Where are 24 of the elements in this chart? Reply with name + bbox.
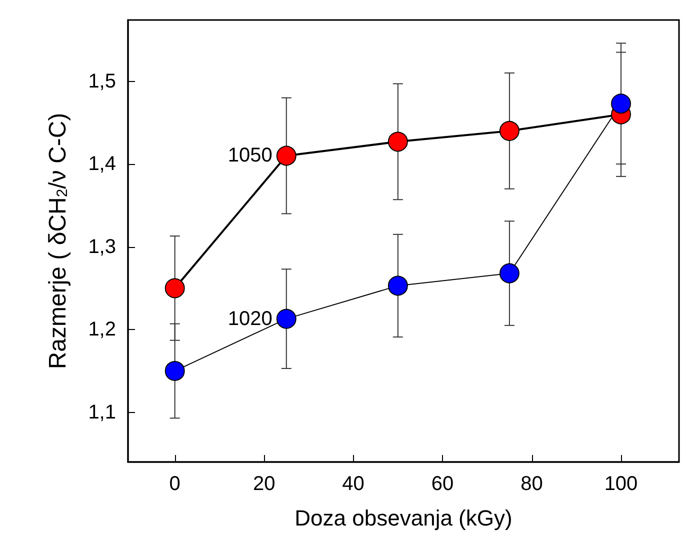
annotation: 1020 <box>228 308 272 330</box>
point <box>499 263 520 284</box>
y-tick-label: 1,4 <box>88 153 116 176</box>
x-tick-label: 80 <box>520 473 543 495</box>
y-tick-label: 1,5 <box>88 70 116 92</box>
y-axis-title: Razmerje ( δCH2/ν C-C) <box>44 112 72 370</box>
x-axis-title: Doza obsevanja (kGy) <box>294 506 512 530</box>
x-tick-label: 20 <box>252 473 276 495</box>
x-tick-label: 40 <box>342 473 364 495</box>
y-tick-label: 1,2 <box>88 318 116 341</box>
point <box>276 308 296 329</box>
x-tick-label: 100 <box>604 473 638 495</box>
point <box>388 132 408 152</box>
point <box>164 360 185 381</box>
x-tick-label: 60 <box>431 473 454 495</box>
annotation: 1050 <box>228 144 272 167</box>
y-tick-label: 1,3 <box>88 236 116 258</box>
point <box>276 146 296 166</box>
y-tick-label: 1,1 <box>88 401 116 424</box>
x-tick-label: 0 <box>169 473 180 495</box>
point <box>164 278 185 298</box>
point <box>611 94 631 114</box>
point <box>499 120 520 141</box>
point <box>388 276 408 296</box>
